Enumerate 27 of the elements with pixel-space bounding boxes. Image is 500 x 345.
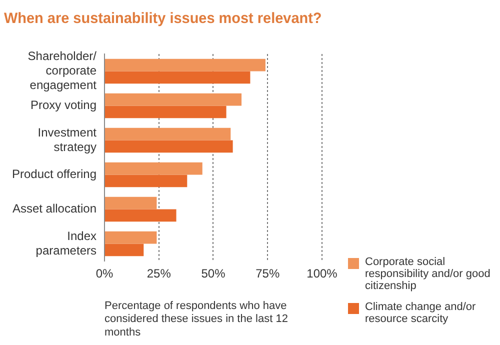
bar [105, 140, 233, 153]
y-tick-label: Proxy voting [30, 98, 96, 112]
x-tick-label: 0% [96, 266, 114, 281]
bar [105, 174, 188, 188]
bar [105, 106, 226, 118]
x-tick-label: 25% [146, 266, 172, 281]
y-tick-label: Asset allocation [12, 202, 96, 216]
y-tick-label: Index parameters [36, 228, 96, 258]
x-tick-label: 50% [201, 266, 226, 281]
x-tick-label: 75% [256, 266, 280, 281]
bar [105, 162, 202, 175]
legend-label: Corporate social responsibility and/or good citizenship [365, 256, 492, 292]
bar [105, 58, 266, 72]
bar [105, 231, 157, 244]
y-tick-label: Investment strategy [38, 125, 98, 154]
bar [105, 244, 144, 256]
legend-label: Climate change and/or resource scarcity [365, 301, 477, 325]
y-tick-label: Product offering [12, 167, 96, 182]
bar [105, 128, 231, 140]
x-tick-label: 100% [306, 266, 338, 281]
bar [105, 209, 176, 222]
bar [105, 196, 157, 210]
y-tick-label: Shareholder/ corporate engagement [28, 49, 98, 92]
bar [105, 93, 242, 106]
bar [105, 71, 250, 84]
x-axis-title: Percentage of respondents who have considered these issues in the last 12 months [104, 300, 288, 338]
chart-title: When are sustainability issues most relevant? [4, 10, 322, 28]
